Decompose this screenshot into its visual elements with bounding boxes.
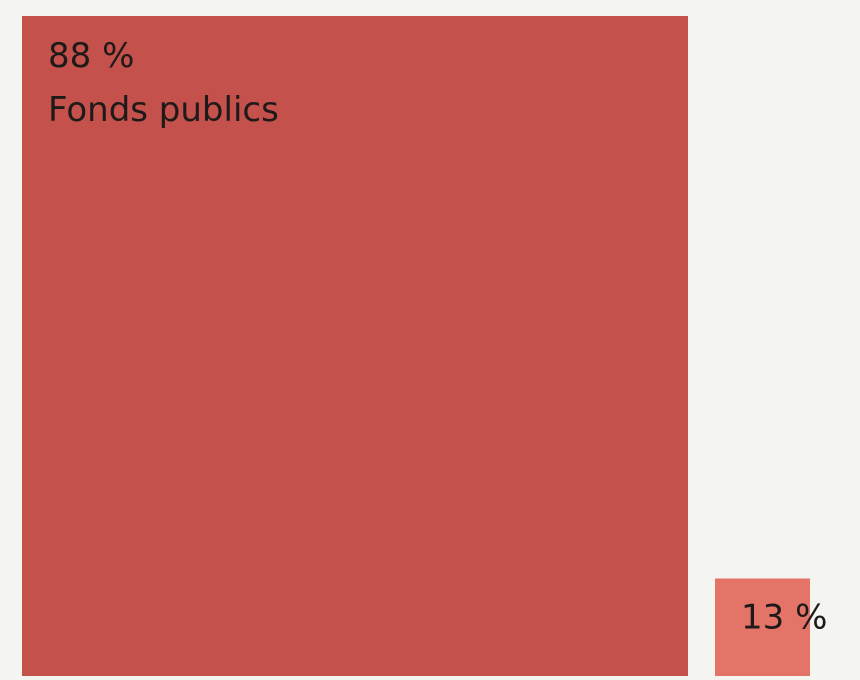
bar-2 [715, 578, 810, 676]
data-label-1: 88 % [48, 36, 134, 76]
data-label-2: 13 % [741, 598, 827, 638]
bar-1 [22, 16, 688, 676]
category-label-1: Fonds publics [48, 90, 279, 130]
